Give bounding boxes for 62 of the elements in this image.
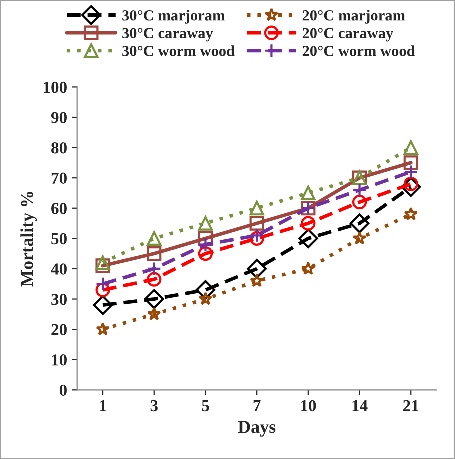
y-tick-label: 60 (52, 203, 67, 214)
point (301, 216, 316, 231)
point (250, 274, 264, 288)
point (404, 156, 418, 170)
y-tick-label: 90 (51, 112, 67, 124)
point (147, 231, 162, 246)
point (96, 322, 110, 336)
point (404, 164, 418, 180)
point (298, 228, 318, 249)
y-tick-label: 10 (52, 354, 67, 366)
point (404, 207, 418, 221)
x-tick-label: 7 (254, 400, 261, 412)
point (301, 186, 316, 201)
x-axis-title: Days (238, 421, 276, 437)
point (350, 214, 370, 234)
point (301, 262, 316, 276)
point (198, 246, 214, 262)
point (250, 216, 264, 231)
point (352, 195, 368, 210)
point (404, 140, 418, 156)
point (250, 231, 264, 246)
y-tick-label: 0 (60, 384, 67, 396)
legend-label: 20°C caraway (302, 28, 394, 42)
point (96, 258, 110, 274)
legend-label: 20°C marjoram (302, 10, 406, 24)
legend-label: 30°C marjoram (122, 10, 225, 24)
x-tick-label: 21 (403, 400, 419, 412)
legend-label: 30°C worm wood (122, 46, 235, 56)
point (198, 292, 213, 306)
point (147, 307, 162, 321)
x-tick-label: 14 (352, 400, 368, 412)
y-tick-label: 50 (52, 233, 67, 245)
legend-label: 20°C worm wood (302, 46, 416, 56)
point (352, 182, 368, 198)
point (250, 228, 264, 243)
point (250, 201, 264, 216)
point (352, 231, 367, 245)
y-tick-label: 100 (44, 82, 67, 94)
point (96, 256, 110, 270)
y-tick-label: 80 (52, 142, 67, 154)
legend-label: 30°C caraway (122, 28, 214, 42)
y-tick-label: 70 (52, 172, 67, 184)
y-tick-label: 20 (52, 324, 67, 336)
point (198, 237, 214, 252)
point (93, 295, 113, 316)
point (401, 177, 422, 198)
point (196, 280, 216, 300)
x-tick-label: 3 (150, 400, 158, 412)
x-tick-label: 10 (301, 400, 316, 412)
point (247, 259, 267, 279)
x-tick-label: 1 (100, 400, 106, 412)
point (96, 276, 110, 292)
y-tick-label: 30 (52, 294, 67, 306)
y-tick-label: 40 (51, 264, 67, 275)
point (147, 272, 162, 287)
point (198, 216, 214, 231)
x-tick-label: 5 (202, 400, 210, 412)
point (96, 282, 110, 298)
y-axis-title: Mortality % (20, 192, 38, 287)
point (147, 246, 162, 262)
point (147, 262, 162, 276)
point (144, 289, 164, 310)
